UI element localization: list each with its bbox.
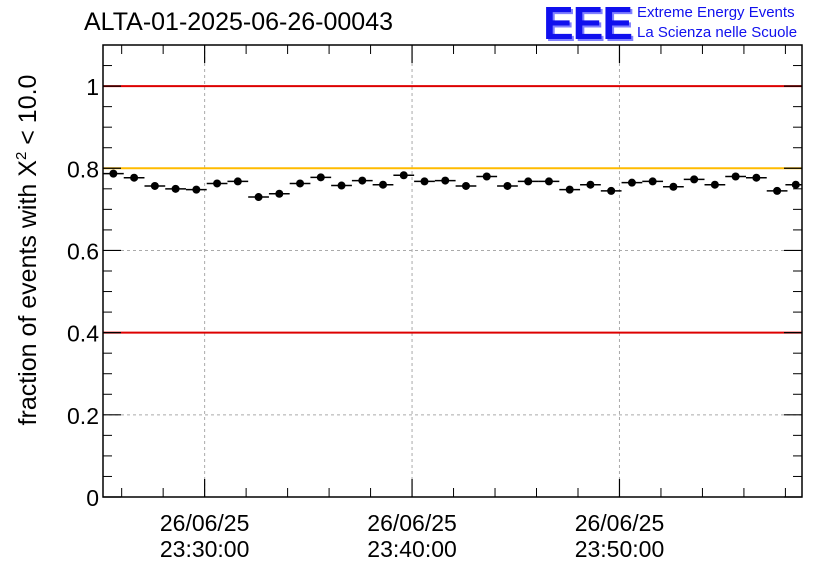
data-point [524, 177, 533, 186]
data-point [544, 177, 553, 186]
data-point [752, 173, 761, 182]
data-point [379, 180, 388, 189]
y-tick-label: 0.8 [67, 156, 99, 182]
data-point [316, 173, 325, 182]
plot-frame [102, 44, 803, 498]
logo-caption-line1: Extreme Energy Events [637, 4, 795, 21]
x-tick-label-time: 23:30:00 [160, 536, 250, 562]
x-tick-label-date: 26/06/25 [160, 510, 250, 536]
data-point [213, 179, 222, 188]
data-point [731, 172, 740, 181]
data-point [399, 171, 408, 180]
data-point [192, 185, 201, 194]
x-tick-label-date: 26/06/25 [367, 510, 457, 536]
data-point [420, 177, 429, 186]
tick-labels: 00.20.40.60.8126/06/2523:30:0026/06/2523… [67, 74, 664, 562]
data-point [109, 169, 118, 178]
data-point [586, 180, 595, 189]
reference-lines [103, 85, 802, 334]
data-point [607, 186, 616, 195]
data-point [337, 181, 346, 190]
data-point [358, 176, 367, 185]
data-point [461, 181, 470, 190]
data-point [710, 180, 719, 189]
data-point [296, 179, 305, 188]
data-point [565, 185, 574, 194]
eee-logo: EEE [543, 0, 633, 49]
data-point [150, 181, 159, 190]
data-point [773, 186, 782, 195]
data-series [103, 169, 802, 202]
data-point [171, 184, 180, 193]
data-point [791, 180, 800, 189]
data-point [503, 181, 512, 190]
x-tick-label-date: 26/06/25 [575, 510, 665, 536]
y-axis-label: fraction of events with X2 < 10.0 [13, 75, 42, 426]
x-tick-label-time: 23:40:00 [367, 536, 457, 562]
data-point [648, 177, 657, 186]
logo-caption: Extreme Energy Events La Scienza nelle S… [637, 3, 797, 43]
axis-ticks [103, 45, 802, 498]
data-point [130, 173, 139, 182]
data-point [254, 193, 263, 202]
chart-title: ALTA-01-2025-06-26-00043 [84, 8, 393, 36]
y-tick-label: 0.2 [67, 403, 99, 429]
data-point [275, 189, 284, 198]
data-point [441, 176, 450, 185]
x-tick-label-time: 23:50:00 [575, 536, 665, 562]
grid [103, 45, 802, 497]
data-point [233, 177, 242, 186]
data-point [669, 182, 678, 191]
data-point [690, 175, 699, 184]
data-point [627, 178, 636, 187]
y-tick-label: 1 [86, 74, 99, 100]
y-tick-label: 0 [86, 485, 99, 511]
y-tick-label: 0.4 [67, 321, 99, 347]
logo-caption-line2: La Scienza nelle Scuole [637, 24, 798, 41]
data-point [482, 172, 491, 181]
y-tick-label: 0.6 [67, 238, 99, 264]
